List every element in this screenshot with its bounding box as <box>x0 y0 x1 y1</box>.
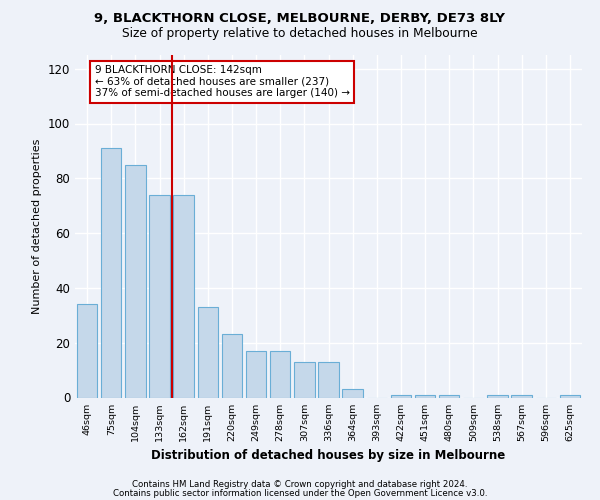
Bar <box>415 395 436 398</box>
Text: Contains HM Land Registry data © Crown copyright and database right 2024.: Contains HM Land Registry data © Crown c… <box>132 480 468 489</box>
Bar <box>511 395 532 398</box>
Bar <box>270 351 290 398</box>
Bar <box>125 164 146 398</box>
Bar <box>487 395 508 398</box>
Bar <box>246 351 266 398</box>
Text: Size of property relative to detached houses in Melbourne: Size of property relative to detached ho… <box>122 28 478 40</box>
Bar <box>318 362 339 398</box>
Bar <box>197 307 218 398</box>
Text: 9 BLACKTHORN CLOSE: 142sqm
← 63% of detached houses are smaller (237)
37% of sem: 9 BLACKTHORN CLOSE: 142sqm ← 63% of deta… <box>95 66 350 98</box>
Bar <box>294 362 314 398</box>
Bar <box>391 395 411 398</box>
Bar <box>560 395 580 398</box>
Text: 9, BLACKTHORN CLOSE, MELBOURNE, DERBY, DE73 8LY: 9, BLACKTHORN CLOSE, MELBOURNE, DERBY, D… <box>95 12 505 26</box>
Bar <box>77 304 97 398</box>
Bar <box>343 390 363 398</box>
Text: Contains public sector information licensed under the Open Government Licence v3: Contains public sector information licen… <box>113 488 487 498</box>
Bar <box>221 334 242 398</box>
Bar <box>149 194 170 398</box>
Bar <box>101 148 121 398</box>
Y-axis label: Number of detached properties: Number of detached properties <box>32 138 42 314</box>
X-axis label: Distribution of detached houses by size in Melbourne: Distribution of detached houses by size … <box>151 449 506 462</box>
Bar <box>173 194 194 398</box>
Bar <box>439 395 460 398</box>
